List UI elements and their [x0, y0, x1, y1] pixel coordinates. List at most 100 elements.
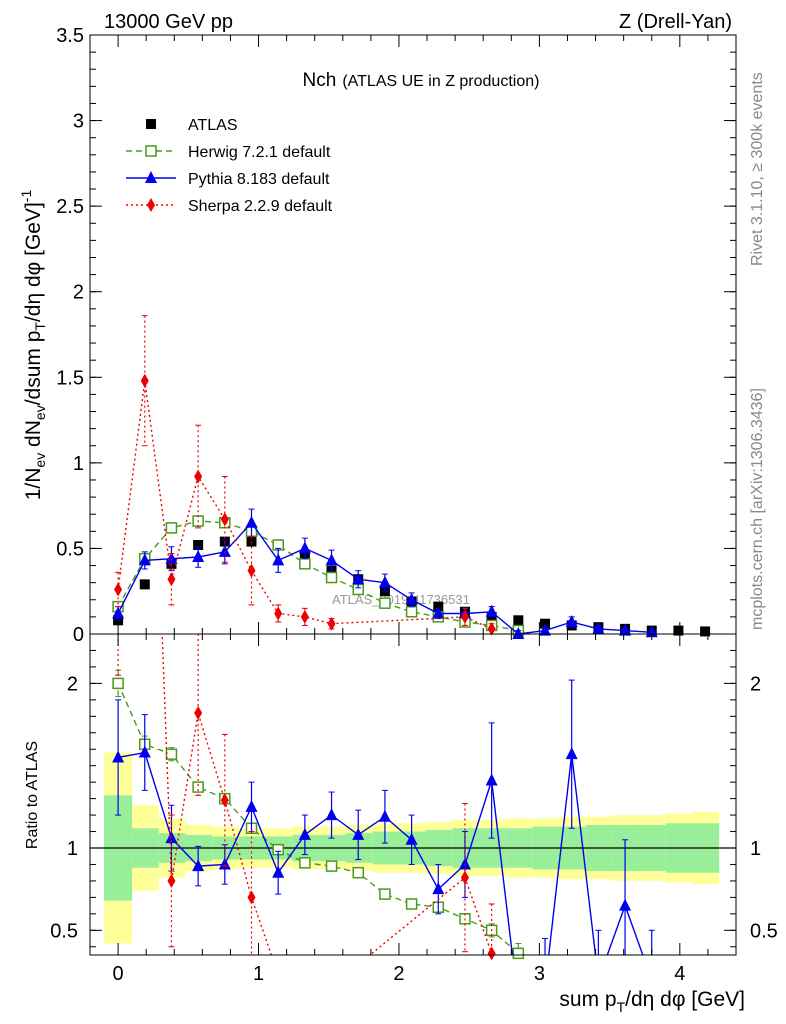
pythia-point — [432, 882, 445, 895]
mcplots-label: mcplots.cern.ch [arXiv:1306.3436] — [749, 388, 766, 630]
pythia-point — [592, 621, 605, 634]
pythia-point — [245, 799, 258, 812]
pythia-point — [325, 553, 338, 566]
pythia-point — [405, 832, 418, 845]
sherpa-point — [487, 946, 496, 961]
ratio-y-tick-label-right: 1 — [750, 838, 761, 860]
x-tick-label: 4 — [674, 963, 685, 985]
legend-marker — [145, 145, 157, 157]
pythia-point — [218, 544, 231, 557]
main-x-ticks — [89, 35, 737, 634]
pythia-point — [539, 623, 552, 636]
legend-marker — [147, 198, 155, 212]
sherpa-point — [194, 706, 203, 721]
herwig-point — [325, 860, 338, 872]
x-axis-label: sum pT/dη dφ [GeV] — [559, 988, 745, 1015]
pythia-point — [298, 541, 311, 554]
atlas-point — [700, 626, 711, 637]
main-panel: 00.511.522.533.5 ATLAS_2019_I1736531 Nch… — [18, 25, 737, 646]
pythia-point — [432, 606, 445, 619]
herwig-point — [405, 898, 418, 910]
ratio-series — [112, 633, 655, 961]
sherpa-point — [247, 890, 256, 905]
ratio-y-tick-label: 1 — [67, 838, 78, 860]
herwig-point — [379, 597, 391, 609]
sherpa-point — [327, 616, 336, 631]
legend-label: Sherpa 2.2.9 default — [188, 198, 333, 215]
pythia-point — [565, 747, 578, 760]
main-series — [112, 315, 711, 639]
pythia-point — [245, 515, 258, 528]
pythia-point — [192, 549, 205, 562]
pythia-point — [165, 551, 178, 564]
legend-label: ATLAS — [188, 117, 238, 134]
sherpa-point — [167, 873, 176, 888]
atlas-point — [673, 625, 684, 636]
rivet-label: Rivet 3.1.10, ≥ 300k events — [749, 72, 766, 266]
herwig-point — [165, 748, 178, 760]
sherpa-point — [167, 572, 176, 587]
sherpa-point — [220, 512, 229, 527]
y-tick-label: 0 — [73, 624, 84, 646]
pythia-point — [485, 604, 498, 617]
sherpa-ratio — [115, 633, 496, 961]
ratio-panel: 0.5 0.5 1 1 2 2 0 1 2 3 4 Ratio to ATLAS sum pT/d… — [24, 633, 778, 1015]
pythia-point — [485, 773, 498, 786]
herwig-ratio — [112, 669, 525, 960]
x-tick-label: 3 — [534, 963, 545, 985]
x-tick-label: 0 — [113, 963, 124, 985]
legend-label: Pythia 8.183 default — [188, 171, 330, 188]
pythia-point — [138, 553, 151, 566]
herwig-point — [165, 522, 178, 534]
ratio-frame — [89, 633, 737, 956]
herwig-point — [352, 866, 364, 879]
y-tick-label: 1.5 — [56, 367, 84, 389]
pythia-point — [405, 592, 418, 605]
pythia-point — [325, 808, 338, 821]
atlas-point — [513, 615, 524, 626]
atlas-point — [139, 579, 150, 590]
sherpa-point — [220, 793, 229, 808]
main-ylabel: 1/Nev dNev/dsum pT/dη dφ [GeV]-1 — [18, 190, 48, 501]
pythia-point — [192, 859, 205, 872]
ratio-y-tick-label: 0.5 — [50, 920, 78, 942]
sherpa-point — [114, 582, 123, 597]
herwig-point — [405, 606, 418, 618]
herwig-point — [299, 857, 311, 869]
legend-marker — [146, 119, 156, 129]
ratio-y-tick-label-right: 2 — [750, 673, 761, 695]
pythia-point — [272, 553, 285, 566]
atlas-point — [193, 540, 204, 551]
pythia-point — [512, 627, 525, 639]
sherpa-point — [487, 621, 496, 636]
ratio-y-axis: 0.5 0.5 1 1 2 2 — [50, 649, 778, 948]
pythia-main — [112, 508, 658, 639]
herwig-point — [112, 677, 124, 690]
pythia-point — [112, 606, 125, 619]
ratio-ylabel: Ratio to ATLAS — [24, 741, 41, 849]
herwig-line — [117, 520, 519, 632]
herwig-line — [117, 683, 519, 954]
ratio-x-axis: 0 1 2 3 4 — [89, 634, 737, 985]
pythia-point — [378, 809, 391, 822]
sherpa-point — [300, 609, 309, 624]
y-tick-label: 3 — [73, 111, 84, 133]
ratio-y-tick-label: 2 — [67, 673, 78, 695]
atlas-main — [113, 536, 711, 637]
y-tick-label: 2.5 — [56, 196, 84, 218]
sherpa-point — [140, 373, 149, 388]
pythia-point — [352, 572, 365, 585]
sherpa-point — [460, 609, 469, 624]
pythia-point — [378, 575, 391, 588]
legend-label: Herwig 7.2.1 default — [188, 144, 331, 161]
y-tick-label: 0.5 — [56, 538, 84, 560]
herwig-point — [325, 571, 338, 584]
x-tick-label: 1 — [253, 963, 264, 985]
pythia-point — [138, 745, 151, 758]
pythia-point — [619, 623, 632, 636]
process-label: Z (Drell-Yan) — [619, 11, 732, 33]
herwig-point — [299, 558, 311, 570]
pythia-point — [112, 750, 125, 763]
ratio-uncertainty-band — [90, 752, 736, 944]
